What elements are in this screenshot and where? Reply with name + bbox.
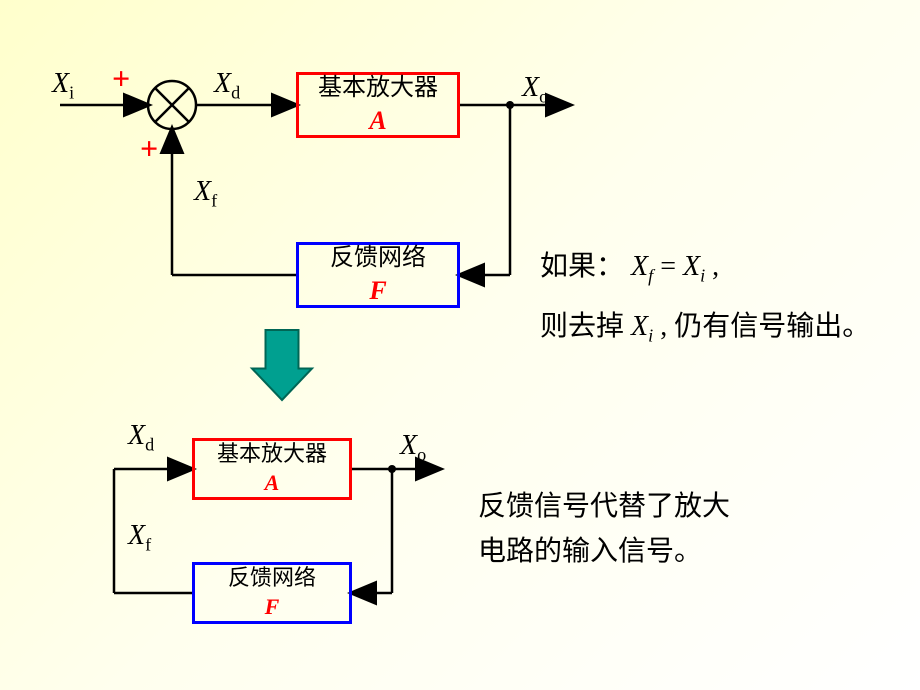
t2-l2: 电路的输入信号。 [478, 530, 730, 575]
d2-xd-label: Xd [128, 420, 154, 456]
d1-amp-letter: A [369, 104, 386, 138]
d1-fb-letter: F [369, 274, 386, 308]
text-condition: 如果： Xf = Xi , 则去掉 Xi , 仍有信号输出。 [540, 245, 870, 350]
d2-xo-label: Xo [400, 430, 426, 466]
d1-xd-label: Xd [214, 68, 240, 104]
d1-amp-cn: 基本放大器 [318, 73, 438, 104]
t1-eq-r-sub: i [700, 266, 705, 286]
t1-suffix: , [712, 251, 719, 282]
t1-l2a: 则去掉 [540, 311, 631, 342]
d2-amp-letter: A [265, 469, 280, 498]
d2-fb-letter: F [265, 593, 280, 622]
d1-plus-bot: + [140, 130, 158, 167]
d1-xi-label: Xi [52, 68, 74, 104]
text-conclusion: 反馈信号代替了放大 电路的输入信号。 [478, 485, 730, 575]
t1-prefix: 如果： [540, 251, 624, 282]
t1-eq-r: X [683, 251, 700, 282]
d1-amp-box: 基本放大器 A [296, 72, 460, 138]
t1-eq-l: X [631, 251, 648, 282]
t1-l2b: , 仍有信号输出。 [660, 311, 870, 342]
t1-l2-sym: X [631, 311, 648, 342]
d2-amp-box: 基本放大器 A [192, 438, 352, 500]
d1-plus-top: + [112, 60, 130, 97]
d1-xf-label: Xf [194, 176, 217, 212]
d2-fb-cn: 反馈网络 [228, 564, 316, 593]
t1-eq-l-sub: f [648, 266, 653, 286]
d1-fb-box: 反馈网络 F [296, 242, 460, 308]
t2-l1: 反馈信号代替了放大 [478, 485, 730, 530]
d2-amp-cn: 基本放大器 [217, 440, 327, 469]
d1-xo-label: Xo [522, 72, 548, 108]
d2-xf-label: Xf [128, 520, 151, 556]
d2-fb-box: 反馈网络 F [192, 562, 352, 624]
t1-eq-mid: = [660, 251, 683, 282]
d1-fb-cn: 反馈网络 [330, 243, 426, 274]
t1-l2-sub: i [648, 325, 653, 345]
